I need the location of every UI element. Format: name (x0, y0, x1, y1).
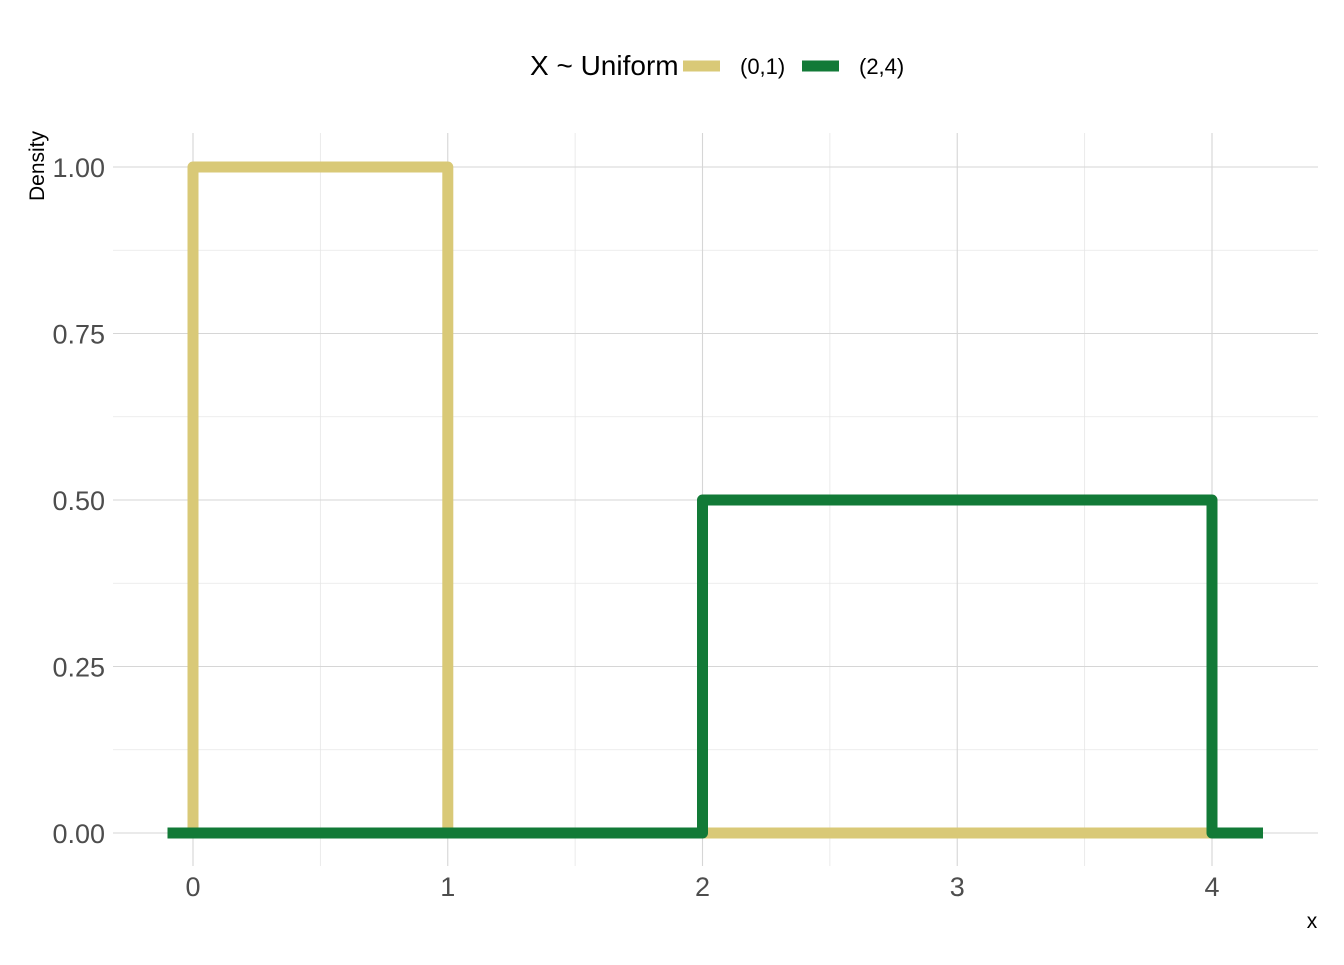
legend-label-2: (2,4) (859, 54, 904, 79)
legend-items: (0,1) (2,4) (683, 54, 904, 79)
x-axis-title: x (1307, 910, 1318, 933)
series-layer (167, 161, 1263, 839)
x-tick-label: 4 (1204, 872, 1219, 902)
y-tick-label: 1.00 (52, 153, 105, 183)
legend: X ~ Uniform (0,1) (2,4) (530, 50, 904, 81)
y-axis-title: Density (26, 130, 49, 201)
x-tick-label: 3 (950, 872, 965, 902)
tick-label-layer: 0 1 2 3 4 0.00 0.25 0.50 0.75 1.00 (52, 153, 1219, 902)
y-tick-label: 0.50 (52, 486, 105, 516)
x-tick-label: 0 (185, 872, 200, 902)
y-tick-label: 0.75 (52, 320, 105, 350)
series-line-2 (167, 494, 1263, 839)
y-tick-label: 0.00 (52, 819, 105, 849)
x-tick-label: 2 (695, 872, 710, 902)
y-tick-label: 0.25 (52, 653, 105, 683)
legend-label-1: (0,1) (740, 54, 785, 79)
x-tick-label: 1 (440, 872, 455, 902)
legend-title: X ~ Uniform (530, 50, 679, 81)
